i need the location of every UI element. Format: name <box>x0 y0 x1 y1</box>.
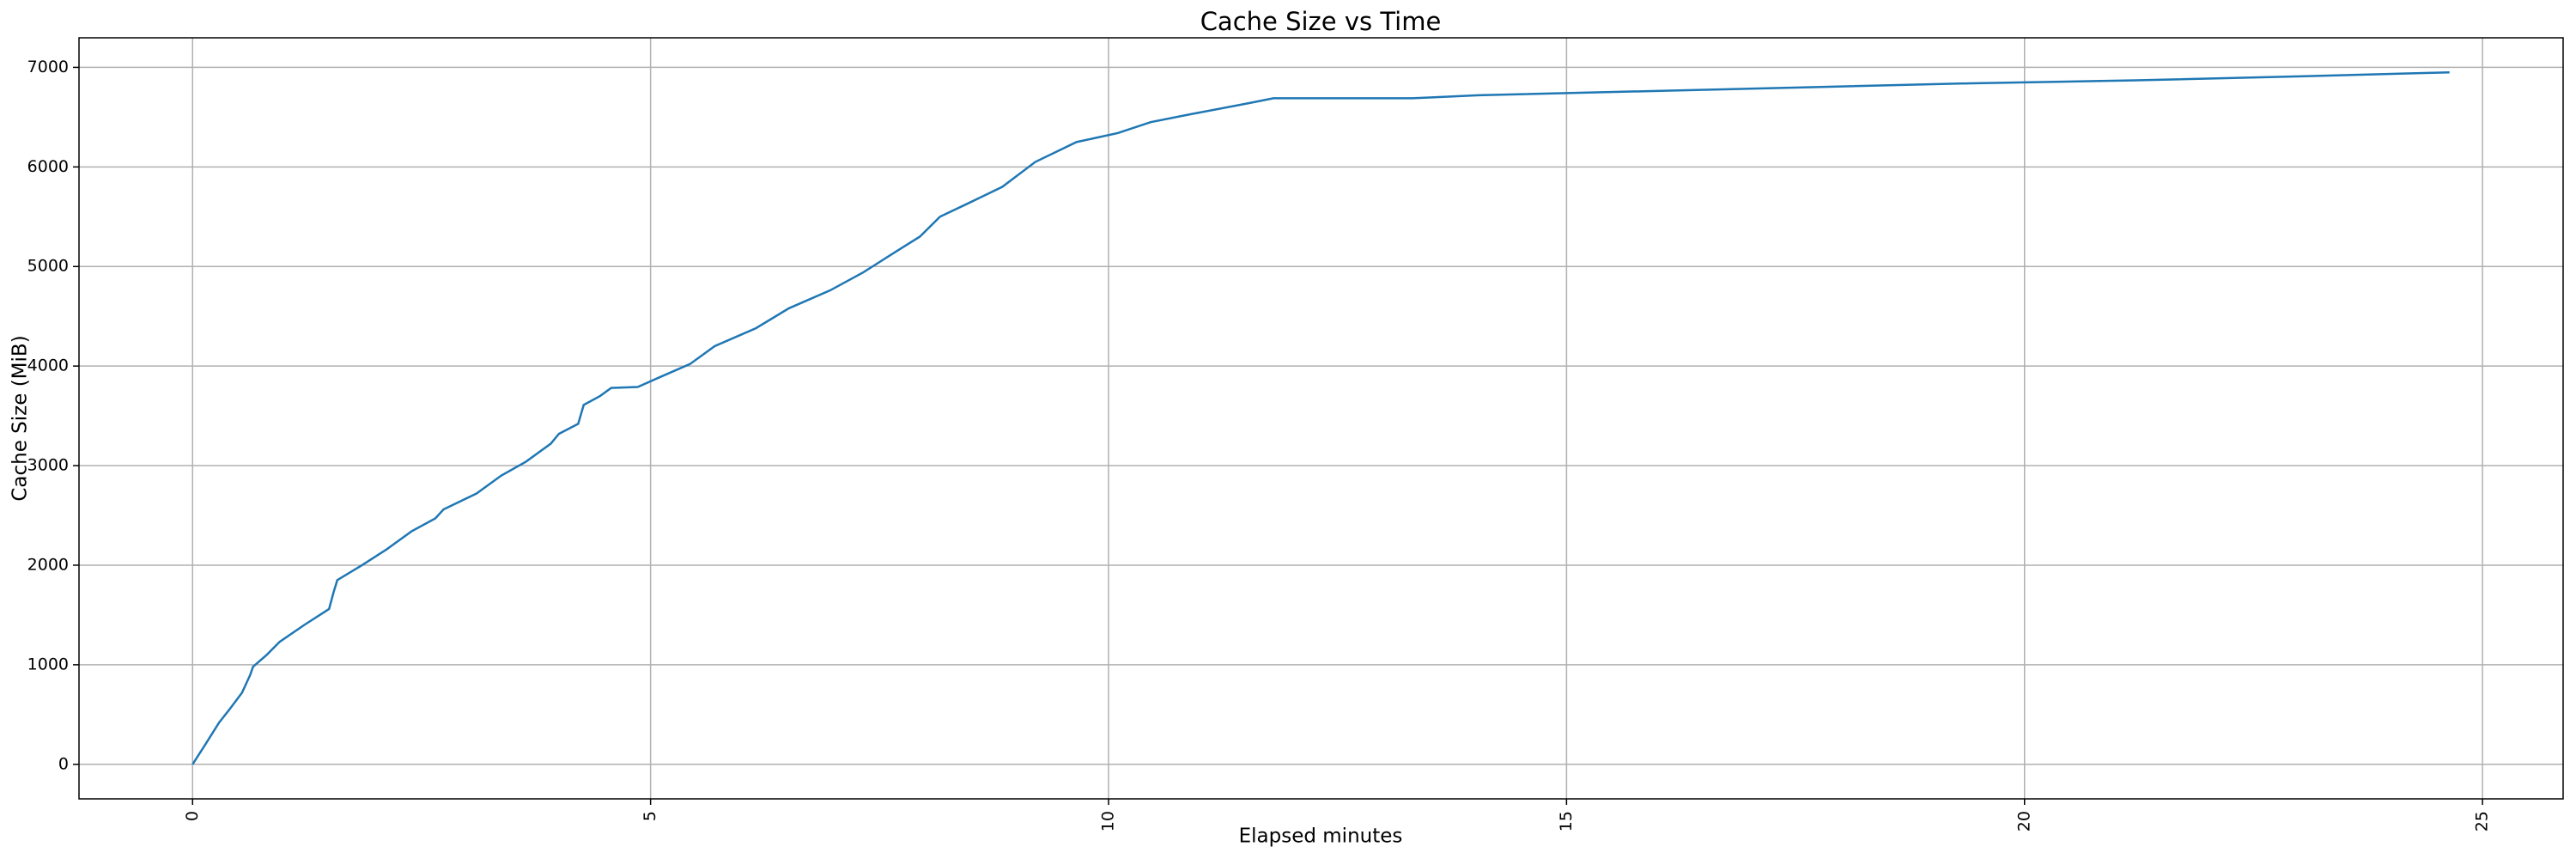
x-tick-label: 20 <box>2014 811 2033 832</box>
x-tick-label: 15 <box>1557 811 1576 832</box>
x-tick-label: 25 <box>2473 811 2492 832</box>
y-tick-label: 3000 <box>27 456 69 475</box>
y-tick-label: 7000 <box>27 58 69 76</box>
y-tick-label: 0 <box>58 754 69 773</box>
y-tick-label: 5000 <box>27 257 69 276</box>
chart-title: Cache Size vs Time <box>1200 7 1442 36</box>
y-tick-label: 2000 <box>27 555 69 574</box>
x-tick-label: 5 <box>641 811 659 821</box>
y-tick-label: 4000 <box>27 356 69 375</box>
y-tick-label: 1000 <box>27 655 69 673</box>
x-axis-label: Elapsed minutes <box>1239 825 1403 848</box>
data-line <box>191 70 2450 765</box>
x-tick-label: 0 <box>183 811 202 821</box>
plot-frame <box>78 37 2564 800</box>
y-axis-label: Cache Size (MiB) <box>9 335 32 501</box>
y-tick-label: 6000 <box>27 157 69 176</box>
x-tick-label: 10 <box>1099 811 1118 832</box>
